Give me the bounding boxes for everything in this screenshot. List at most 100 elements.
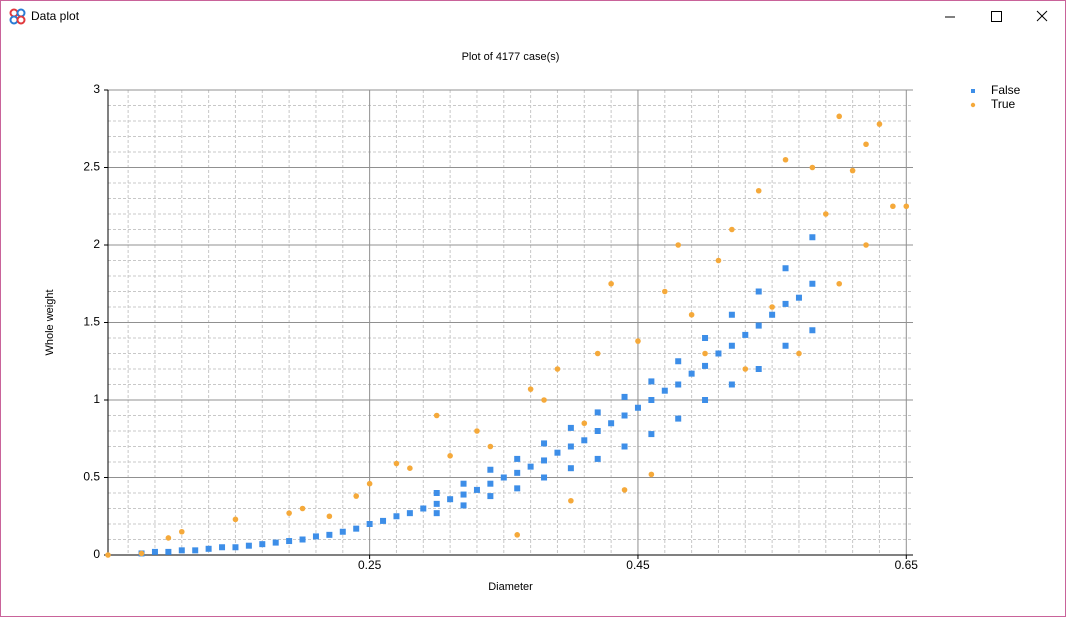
point bbox=[594, 428, 601, 434]
point bbox=[406, 510, 413, 517]
point bbox=[594, 455, 601, 462]
point bbox=[178, 528, 185, 535]
maximize-button[interactable] bbox=[973, 1, 1019, 33]
point bbox=[541, 440, 548, 447]
point bbox=[903, 203, 910, 210]
point bbox=[192, 547, 199, 554]
point bbox=[702, 397, 709, 403]
legend-label: False bbox=[991, 83, 1021, 97]
point bbox=[568, 497, 574, 504]
point bbox=[407, 465, 413, 472]
point bbox=[299, 536, 306, 543]
point bbox=[393, 460, 400, 467]
app-icon bbox=[9, 8, 26, 25]
point bbox=[702, 362, 709, 369]
point bbox=[326, 531, 333, 538]
x-tick-label: 0.65 bbox=[895, 558, 919, 572]
point bbox=[594, 409, 601, 416]
point bbox=[487, 443, 494, 450]
point bbox=[541, 397, 547, 403]
point bbox=[286, 510, 292, 516]
point bbox=[702, 350, 708, 357]
point bbox=[205, 545, 212, 552]
point bbox=[876, 121, 883, 127]
point bbox=[299, 505, 306, 512]
point bbox=[433, 500, 440, 507]
y-tick-label: 2.5 bbox=[83, 160, 100, 174]
point bbox=[541, 457, 548, 464]
chart: Plot of 4177 case(s) Diameter Whole weight… bbox=[44, 51, 1021, 593]
point bbox=[567, 465, 574, 472]
point bbox=[635, 338, 641, 344]
point bbox=[514, 455, 521, 462]
point bbox=[286, 538, 293, 545]
point bbox=[728, 381, 735, 388]
x-tick-label: 0.25 bbox=[358, 558, 382, 572]
point bbox=[339, 528, 346, 535]
point bbox=[702, 335, 709, 341]
point bbox=[755, 322, 762, 329]
y-tick-label: 1.5 bbox=[83, 315, 100, 329]
point bbox=[634, 404, 641, 411]
point bbox=[715, 257, 722, 264]
legend-label: True bbox=[991, 97, 1016, 111]
legend-swatch bbox=[970, 102, 976, 108]
point bbox=[675, 242, 682, 248]
y-tick-label: 0 bbox=[93, 547, 100, 561]
point bbox=[728, 342, 735, 349]
point bbox=[675, 415, 682, 422]
point bbox=[809, 234, 816, 241]
point bbox=[648, 378, 655, 385]
window-title: Data plot bbox=[31, 9, 80, 23]
point bbox=[272, 539, 279, 546]
point bbox=[621, 393, 628, 400]
point bbox=[608, 280, 614, 287]
point bbox=[460, 480, 467, 487]
close-button[interactable] bbox=[1019, 1, 1065, 33]
point bbox=[675, 358, 682, 365]
point bbox=[863, 141, 869, 148]
point bbox=[769, 311, 776, 318]
title-bar: Data plot bbox=[1, 1, 1065, 33]
point bbox=[366, 480, 373, 487]
y-tick-label: 1 bbox=[93, 392, 100, 406]
point bbox=[245, 542, 252, 549]
point bbox=[366, 521, 373, 527]
point bbox=[460, 491, 467, 498]
y-tick-label: 3 bbox=[93, 82, 100, 96]
point bbox=[487, 466, 494, 473]
window-controls bbox=[927, 1, 1065, 33]
point bbox=[836, 113, 843, 120]
point bbox=[232, 516, 239, 523]
point bbox=[836, 280, 843, 287]
minimize-button[interactable] bbox=[927, 1, 973, 33]
point bbox=[514, 469, 521, 476]
y-tick-label: 2 bbox=[93, 237, 100, 251]
point bbox=[715, 350, 722, 357]
point bbox=[380, 517, 387, 524]
point bbox=[809, 280, 816, 287]
point bbox=[514, 485, 521, 492]
point bbox=[581, 437, 588, 444]
series-points bbox=[105, 113, 910, 558]
point bbox=[795, 294, 802, 301]
point bbox=[527, 463, 534, 470]
point bbox=[474, 428, 480, 434]
point bbox=[661, 288, 668, 295]
point bbox=[433, 412, 440, 419]
point bbox=[594, 350, 601, 357]
point bbox=[178, 547, 185, 554]
point bbox=[581, 420, 588, 427]
point bbox=[487, 480, 494, 487]
point bbox=[541, 474, 548, 481]
point bbox=[447, 496, 454, 503]
point bbox=[648, 397, 655, 403]
point bbox=[755, 366, 762, 372]
point bbox=[433, 490, 440, 496]
point bbox=[554, 366, 561, 372]
point bbox=[675, 381, 682, 388]
point bbox=[165, 535, 172, 541]
point bbox=[608, 420, 615, 427]
chart-title: Plot of 4177 case(s) bbox=[462, 51, 560, 63]
x-axis-label: Diameter bbox=[488, 581, 533, 593]
